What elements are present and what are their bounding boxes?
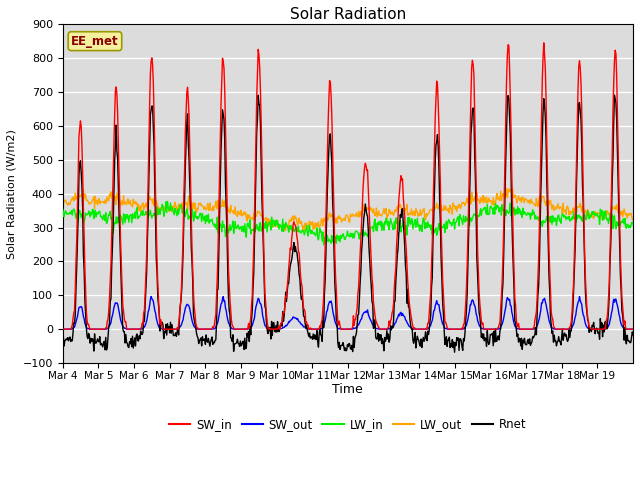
- Rnet: [451, 349, 458, 355]
- Line: LW_out: LW_out: [63, 189, 633, 230]
- LW_out: [259, 216, 266, 222]
- LW_in: [408, 216, 416, 222]
- Rnet: [230, 341, 238, 347]
- Rnet: [407, 323, 415, 328]
- SW_in: [230, 326, 238, 332]
- SW_in: [59, 326, 67, 332]
- Line: SW_out: SW_out: [63, 297, 633, 329]
- SW_out: [408, 325, 415, 331]
- LW_out: [629, 216, 637, 222]
- SW_in: [439, 277, 447, 283]
- Rnet: [259, 217, 266, 223]
- SW_in: [407, 311, 415, 317]
- Legend: SW_in, SW_out, LW_in, LW_out, Rnet: SW_in, SW_out, LW_in, LW_out, Rnet: [164, 413, 531, 435]
- LW_out: [125, 200, 133, 206]
- LW_in: [164, 199, 172, 204]
- Rnet: [439, 300, 447, 306]
- LW_in: [281, 225, 289, 231]
- SW_out: [147, 294, 155, 300]
- LW_out: [280, 221, 288, 227]
- Title: Solar Radiation: Solar Radiation: [290, 7, 406, 22]
- SW_in: [259, 196, 266, 202]
- SW_out: [629, 326, 637, 332]
- Line: LW_in: LW_in: [63, 202, 633, 245]
- Rnet: [280, 312, 288, 318]
- LW_out: [59, 199, 67, 204]
- LW_in: [231, 218, 239, 224]
- Line: SW_in: SW_in: [63, 43, 633, 329]
- SW_out: [260, 316, 268, 322]
- Text: EE_met: EE_met: [71, 35, 119, 48]
- SW_out: [59, 326, 67, 332]
- LW_out: [440, 207, 447, 213]
- SW_out: [231, 326, 239, 332]
- LW_in: [260, 221, 268, 227]
- Rnet: [629, 332, 637, 338]
- LW_in: [320, 242, 328, 248]
- Rnet: [611, 92, 618, 98]
- SW_in: [629, 326, 637, 332]
- LW_in: [629, 222, 637, 228]
- SW_out: [440, 322, 447, 327]
- SW_in: [540, 40, 548, 46]
- SW_out: [281, 324, 289, 329]
- Rnet: [59, 334, 67, 339]
- LW_in: [125, 213, 133, 218]
- X-axis label: Time: Time: [332, 384, 364, 396]
- Line: Rnet: Rnet: [63, 95, 633, 352]
- SW_in: [280, 310, 288, 315]
- LW_out: [408, 206, 415, 212]
- SW_in: [125, 326, 133, 332]
- LW_in: [59, 206, 67, 212]
- LW_out: [300, 228, 308, 233]
- LW_out: [503, 186, 511, 192]
- Y-axis label: Solar Radiation (W/m2): Solar Radiation (W/m2): [7, 129, 17, 259]
- LW_out: [230, 211, 238, 217]
- Rnet: [125, 339, 133, 345]
- LW_in: [440, 221, 448, 227]
- SW_out: [125, 326, 133, 332]
